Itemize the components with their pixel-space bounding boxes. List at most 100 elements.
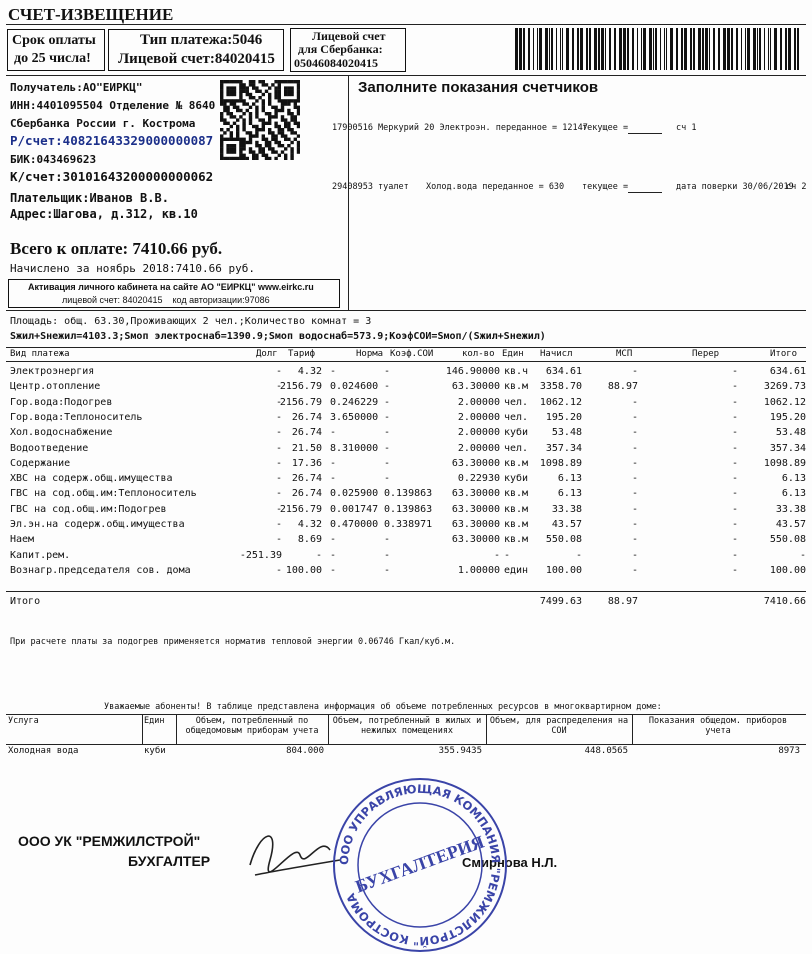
- qr-module: [220, 153, 224, 157]
- table-cell: 100.00: [285, 564, 322, 576]
- barcode-bar: [698, 28, 701, 70]
- qr-module: [274, 115, 278, 119]
- qr-module: [220, 96, 224, 100]
- qr-module: [226, 128, 230, 132]
- qr-module: [232, 105, 237, 109]
- resources-cell: куби: [144, 746, 166, 756]
- qr-module: [274, 96, 278, 100]
- inn: ИНН:4401095504 Отделение № 8640: [10, 99, 216, 112]
- qr-module: [290, 150, 294, 154]
- qr-module: [290, 153, 294, 157]
- table-cell: 2156.79: [279, 396, 322, 408]
- qr-module: [261, 128, 265, 132]
- table-header: Норма: [356, 349, 384, 359]
- table-cell: -: [731, 442, 738, 454]
- barcode-bar: [757, 28, 758, 70]
- activation-code: лицевой счет: 84020415 код авторизации:9…: [62, 295, 270, 305]
- table-cell: -: [631, 564, 638, 576]
- table-cell: 2.00000: [457, 442, 500, 454]
- qr-module: [274, 121, 278, 125]
- qr-module: [226, 108, 230, 113]
- qr-module: [277, 89, 281, 93]
- table-cell: -: [384, 549, 391, 561]
- qr-module: [223, 102, 227, 106]
- qr-module: [220, 128, 224, 132]
- qr-module: [220, 137, 224, 141]
- divider: [142, 714, 143, 744]
- table-cell: -: [330, 457, 337, 469]
- table-cell: -: [731, 519, 738, 530]
- input-line: [628, 133, 662, 134]
- qr-module: [232, 89, 237, 93]
- table-cell: Содержание: [10, 457, 71, 469]
- qr-module: [264, 144, 269, 148]
- qr-module: [245, 86, 249, 90]
- qr-module: [232, 115, 237, 119]
- table-cell: -: [731, 381, 738, 393]
- qr-module: [245, 89, 249, 93]
- qr-module: [296, 96, 300, 100]
- qr-module: [242, 86, 246, 90]
- table-cell: 357.34: [769, 442, 806, 454]
- qr-module: [220, 156, 224, 160]
- qr-module: [277, 92, 281, 97]
- qr-module: [255, 134, 259, 138]
- qr-module: [229, 86, 233, 90]
- qr-module: [220, 147, 224, 151]
- table-cell: -: [384, 427, 391, 439]
- settlement-account: Р/счет:40821643329000000087: [10, 133, 214, 148]
- barcode-bar: [577, 28, 579, 70]
- table-cell: 3.650000: [330, 411, 379, 423]
- table-header: Итого: [770, 349, 798, 359]
- qr-module: [239, 115, 243, 119]
- barcode-bar: [702, 28, 704, 70]
- qr-module: [277, 80, 281, 84]
- qr-module: [277, 140, 281, 145]
- qr-module: [290, 115, 294, 119]
- signature: [249, 835, 341, 876]
- qr-module: [296, 89, 300, 93]
- qr-module: [284, 118, 288, 122]
- position: БУХГАЛТЕР: [128, 853, 211, 869]
- barcode: [515, 28, 799, 70]
- qr-module: [296, 80, 300, 84]
- qr-module: [284, 102, 288, 106]
- barcode-bar: [637, 28, 638, 70]
- table-cell: -: [275, 411, 282, 423]
- table-cell: -: [275, 457, 282, 469]
- table-cell: Эл.эн.на содерж.общ.имущества: [10, 519, 185, 530]
- qr-module: [258, 89, 262, 93]
- table-cell: -: [731, 564, 738, 576]
- barcode-bar: [614, 28, 616, 70]
- divider: [632, 714, 633, 744]
- barcode-bar: [605, 28, 606, 70]
- table-cell: кв.ч: [504, 366, 529, 377]
- barcode-bar: [528, 28, 530, 70]
- qr-module: [290, 128, 294, 132]
- qr-module: [258, 147, 262, 151]
- qr-module: [287, 121, 291, 125]
- qr-module: [220, 144, 224, 148]
- qr-module: [271, 83, 275, 87]
- qr-module: [232, 137, 237, 141]
- qr-module: [229, 89, 233, 93]
- qr-code: [220, 80, 300, 160]
- table-cell: кв.м: [504, 457, 529, 469]
- meter-counter: сч 2: [786, 182, 807, 192]
- qr-module: [290, 131, 294, 135]
- qr-module: [264, 156, 269, 160]
- total-due: Всего к оплате: 7410.66 руб.: [10, 239, 223, 258]
- qr-module: [242, 89, 246, 93]
- qr-module: [248, 147, 253, 151]
- qr-module: [242, 121, 246, 125]
- table-cell: 8.310000: [330, 442, 379, 454]
- barcode-bar: [723, 28, 726, 70]
- table-cell: -: [731, 488, 738, 500]
- qr-module: [242, 137, 246, 141]
- table-cell: -: [275, 427, 282, 439]
- rule: [6, 24, 806, 25]
- meter-check-date: дата поверки 30/06/2019: [676, 182, 794, 192]
- qr-module: [248, 105, 253, 109]
- table-header: Начисл: [540, 349, 573, 359]
- qr-module: [248, 118, 253, 122]
